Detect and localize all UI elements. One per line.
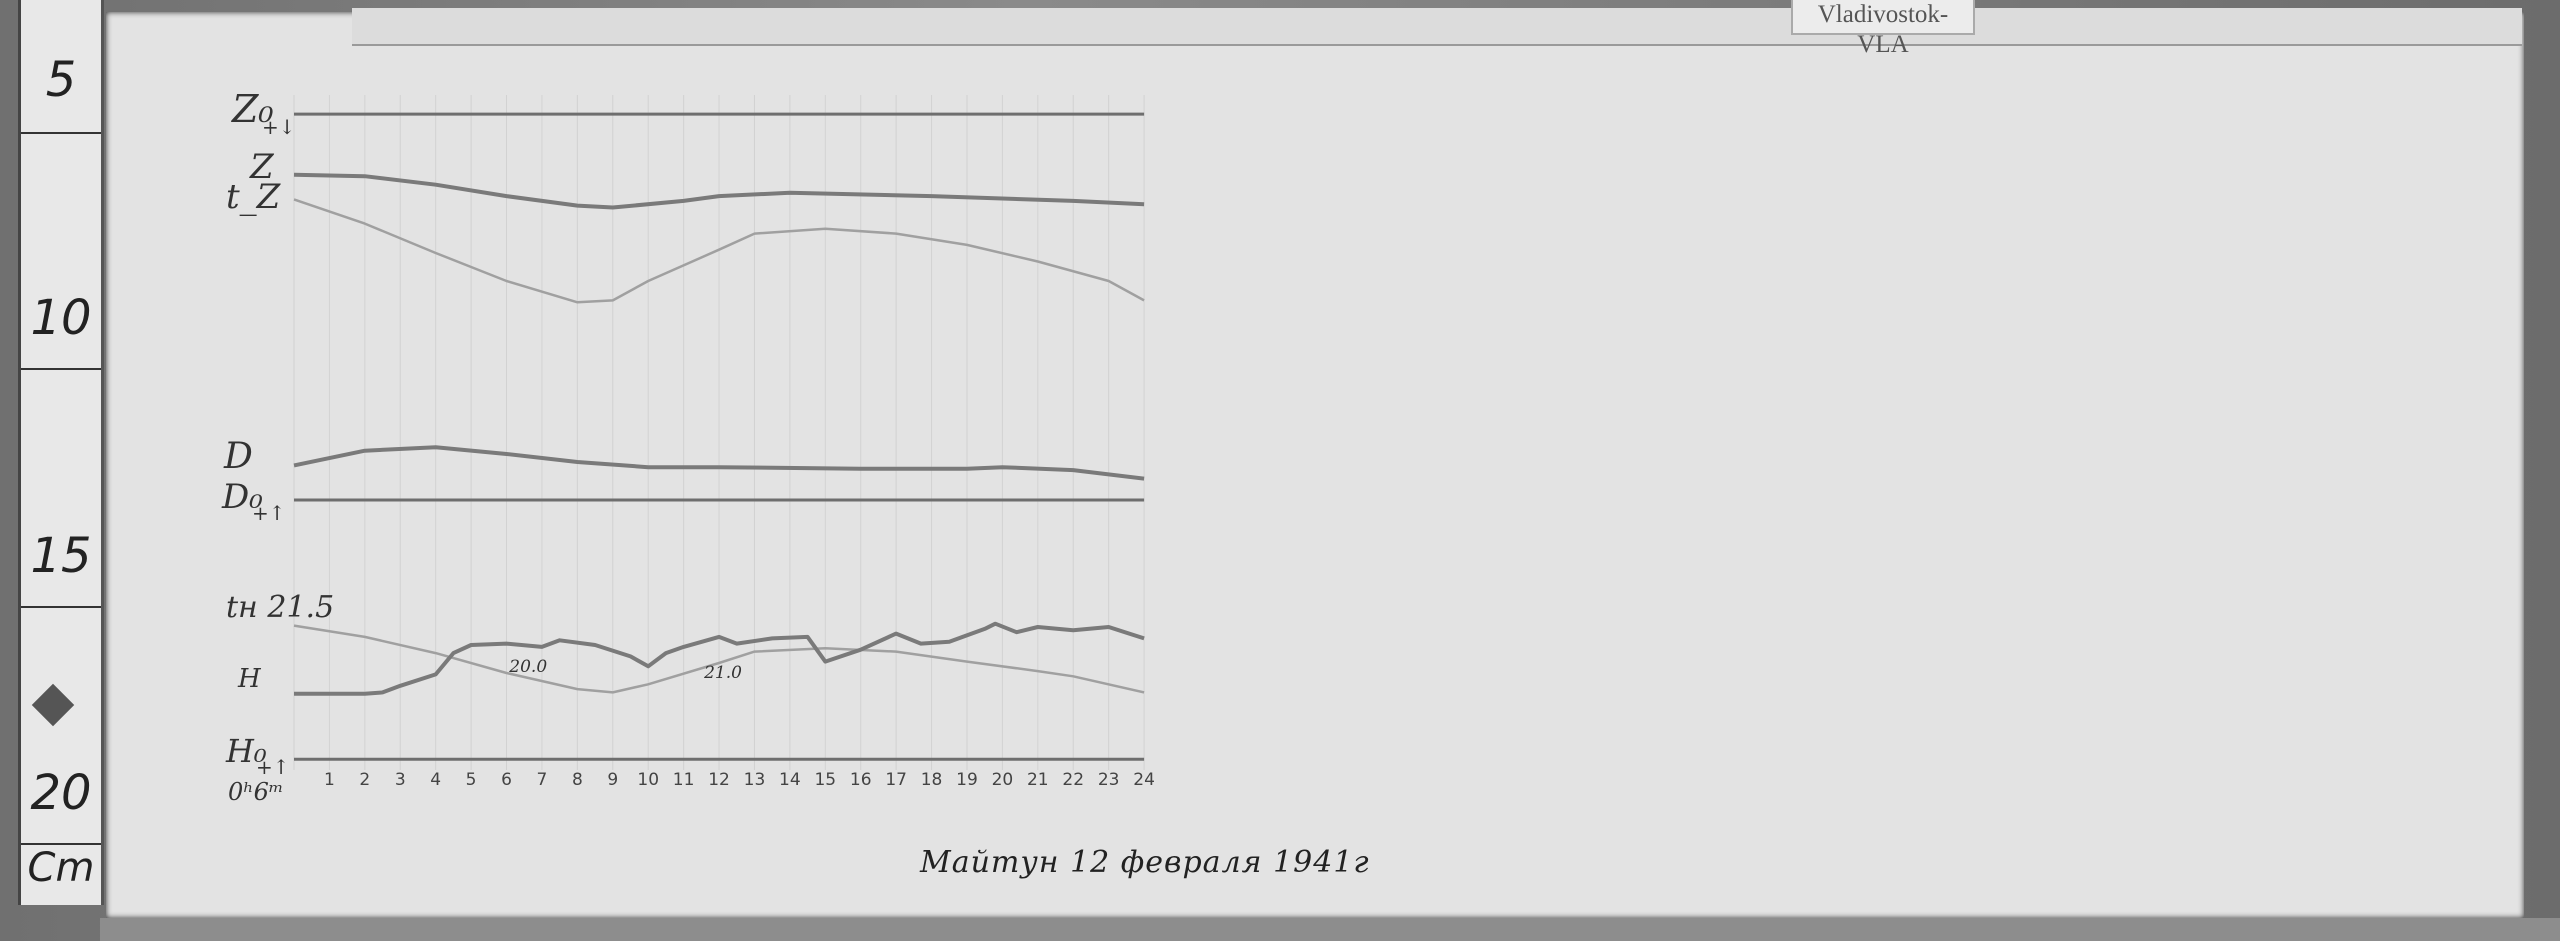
trace-label-2: t_Z xyxy=(226,177,282,217)
hour-tick-label: 8 xyxy=(572,770,583,790)
trace-sign-0: +↓ xyxy=(262,115,296,139)
temperature-annotation: 21.0 xyxy=(703,663,742,683)
hour-tick-label: 10 xyxy=(637,770,659,790)
ruler-tick-15: 15 xyxy=(21,528,101,608)
trace-sign-4: +↑ xyxy=(252,501,286,525)
hour-tick-label: 17 xyxy=(885,770,907,790)
hour-tick-label: 21 xyxy=(1027,770,1049,790)
trace-Z xyxy=(293,172,1145,210)
hour-tick-label: 5 xyxy=(466,770,477,790)
paper-top-strip xyxy=(352,8,2522,46)
trace-sign-7: +↑ xyxy=(256,755,290,779)
trace-label-0: Z₀ xyxy=(231,87,274,131)
hour-tick-label: 23 xyxy=(1098,770,1120,790)
hour-tick-label: 16 xyxy=(850,770,872,790)
hour-tick-label: 1 xyxy=(324,770,335,790)
trace-tH xyxy=(293,624,1145,694)
hour-tick-label: 7 xyxy=(537,770,548,790)
start-time-label: 0ʰ6ᵐ xyxy=(228,778,284,806)
magnetogram-paper xyxy=(106,12,2524,918)
station-label: Vladivostok-VLA xyxy=(1791,0,1975,58)
hour-tick-label: 9 xyxy=(607,770,618,790)
record-caption: Майтун 12 февраля 1941г xyxy=(920,845,1370,880)
trace-D xyxy=(293,445,1145,481)
ruler-tick-10: 10 xyxy=(21,290,101,370)
bottom-edge xyxy=(100,918,2560,941)
hour-tick-label: 24 xyxy=(1133,770,1155,790)
hour-tick-label: 22 xyxy=(1062,770,1084,790)
hour-tick-label: 4 xyxy=(430,770,441,790)
hour-tick-label: 20 xyxy=(992,770,1014,790)
trace-label-5: tн 21.5 xyxy=(226,590,334,625)
temperature-annotation: 20.0 xyxy=(508,657,547,677)
trace-H xyxy=(294,621,1145,696)
trace-tZ xyxy=(293,198,1145,304)
ruler-unit: Cm xyxy=(27,845,95,891)
hour-tick-label: 18 xyxy=(921,770,943,790)
hour-tick-label: 12 xyxy=(708,770,730,790)
hour-tick-label: 6 xyxy=(501,770,512,790)
trace-label-4: D₀ xyxy=(221,477,263,517)
hour-tick-label: 2 xyxy=(359,770,370,790)
hour-tick-label: 11 xyxy=(673,770,695,790)
hour-tick-label: 14 xyxy=(779,770,801,790)
ruler-tick-5: 5 xyxy=(21,52,101,134)
trace-label-3: D xyxy=(223,436,253,477)
ruler-tick-20: 20 xyxy=(21,765,101,845)
hour-tick-label: 3 xyxy=(395,770,406,790)
trace-label-6: H xyxy=(237,664,262,694)
hour-tick-label: 19 xyxy=(956,770,978,790)
cm-ruler: 5 10 15 20 Cm xyxy=(18,0,104,905)
hour-tick-label: 13 xyxy=(744,770,766,790)
trace-label-1: Z xyxy=(249,147,275,187)
hour-tick-label: 15 xyxy=(814,770,836,790)
trace-label-7: H₀ xyxy=(225,732,267,770)
